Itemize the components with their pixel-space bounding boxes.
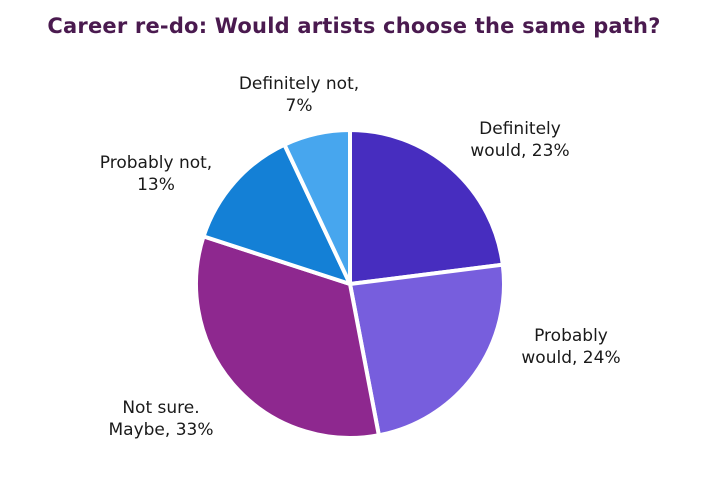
slice-label-probably-not: Probably not, 13%: [100, 153, 212, 195]
pie-slice-definitely-not: [282, 128, 352, 286]
pie-labels: Definitely would, 23% Probably would, 24% No…: [100, 74, 621, 440]
slice-label-definitely-not: Definitely not, 7%: [239, 74, 359, 116]
slice-label-not-sure-maybe: Not sure. Maybe, 33%: [109, 398, 214, 440]
chart-title: Career re-do: Would artists choose the s…: [47, 14, 661, 38]
pie-slices: [194, 128, 507, 440]
pie-slice-probably-would: [348, 262, 507, 438]
pie-slice-not-sure-maybe: [194, 234, 381, 440]
slice-label-definitely-would: Definitely would, 23%: [470, 119, 569, 161]
slice-label-probably-would: Probably would, 24%: [521, 326, 620, 368]
pie-slice-definitely-would: [348, 128, 505, 286]
pie-slice-probably-not: [201, 142, 352, 286]
